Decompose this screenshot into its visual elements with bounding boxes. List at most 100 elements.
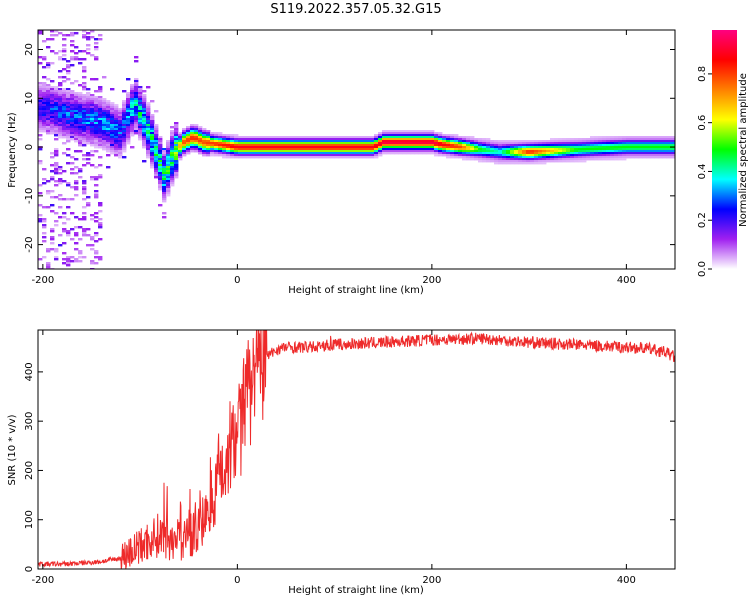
spectrogram-cell xyxy=(38,98,43,101)
spectrogram-cell xyxy=(70,260,75,263)
spectrogram-cell xyxy=(162,150,167,153)
spectrogram-cell xyxy=(630,154,635,157)
spectrogram-cell xyxy=(174,170,179,173)
spectrogram-cell xyxy=(214,150,219,153)
spectrogram-cell xyxy=(106,142,111,145)
spectrogram-cell xyxy=(246,148,251,151)
spectrogram-cell xyxy=(70,112,75,115)
spectrogram-cell xyxy=(290,148,295,151)
spectrogram-cell xyxy=(498,144,503,147)
spectrogram-cell xyxy=(166,192,171,195)
spectrogram-cell xyxy=(598,146,603,149)
spectrogram-cell xyxy=(82,82,87,85)
colorbar-tick-label: 0.0 xyxy=(697,261,708,277)
spectrogram-cell xyxy=(250,152,255,155)
spectrogram-cell xyxy=(546,154,551,157)
spectrogram-cell xyxy=(134,60,139,63)
spectrogram-cell xyxy=(506,154,511,157)
spectrogram-cell xyxy=(186,144,191,147)
spectrogram-cell xyxy=(118,118,123,121)
spectrogram-cell xyxy=(622,158,627,161)
spectrogram-cell xyxy=(134,126,139,129)
spectrogram-cell xyxy=(118,108,123,111)
spectrogram-cell xyxy=(62,110,67,113)
spectrogram-cell xyxy=(422,134,427,137)
spectrogram-cell xyxy=(418,146,423,149)
spectrogram-cell xyxy=(74,216,79,219)
spectrogram-cell xyxy=(582,150,587,153)
spectrogram-cell xyxy=(142,116,147,119)
spectrogram-cell xyxy=(62,112,67,115)
spectrogram-cell xyxy=(358,140,363,143)
spectrogram-cell xyxy=(294,142,299,145)
spectrogram-cell xyxy=(166,178,171,181)
spectrogram-cell xyxy=(370,144,375,147)
spectrogram-cell xyxy=(550,154,555,157)
spectrogram-cell xyxy=(246,138,251,141)
spectrogram-cell xyxy=(250,142,255,145)
spectrogram-cell xyxy=(322,146,327,149)
spectrogram-cell xyxy=(174,148,179,151)
spectrogram-cell xyxy=(470,148,475,151)
spectrogram-cell xyxy=(98,176,103,179)
spectrogram-cell xyxy=(58,182,63,185)
spectrogram-cell xyxy=(142,142,147,145)
spectrogram-cell xyxy=(42,128,47,131)
spectrogram-cell xyxy=(182,144,187,147)
spectrogram-cell xyxy=(414,142,419,145)
spectrogram-cell xyxy=(562,160,567,163)
spectrogram-cell xyxy=(574,148,579,151)
spectrogram-cell xyxy=(114,128,119,131)
spectrogram-cell xyxy=(530,142,535,145)
spectrogram-cell xyxy=(110,128,115,131)
spectrogram-cell xyxy=(194,128,199,131)
spectrogram-cell xyxy=(430,150,435,153)
spectrogram-cell xyxy=(234,148,239,151)
spectrogram-cell xyxy=(162,174,167,177)
spectrogram-cell xyxy=(110,150,115,153)
spectrogram-cell xyxy=(586,140,591,143)
spectrogram-cell xyxy=(70,132,75,135)
spectrogram-cell xyxy=(66,106,71,109)
spectrogram-cell xyxy=(50,236,55,239)
spectrogram-cell xyxy=(494,144,499,147)
spectrogram-cell xyxy=(82,218,87,221)
spectrogram-cell xyxy=(202,134,207,137)
spectrogram-cell xyxy=(358,146,363,149)
spectrogram-cell xyxy=(402,150,407,153)
spectrogram-cell xyxy=(318,144,323,147)
spectrogram-cell xyxy=(170,158,175,161)
spectrogram-cell xyxy=(150,100,155,103)
spectrogram-cell xyxy=(146,110,151,113)
spectrogram-cell xyxy=(474,158,479,161)
spectrogram-cell xyxy=(158,204,163,207)
spectrogram-cell xyxy=(174,160,179,163)
spectrogram-cell xyxy=(90,124,95,127)
spectrogram-cell xyxy=(130,94,135,97)
spectrogram-cell xyxy=(42,116,47,119)
spectrogram-cell xyxy=(518,142,523,145)
spectrogram-cell xyxy=(118,146,123,149)
spectrogram-cell xyxy=(58,50,63,53)
spectrogram-cell xyxy=(158,168,163,171)
spectrogram-cell xyxy=(226,156,231,159)
spectrogram-cell xyxy=(58,194,63,197)
spectrogram-cell xyxy=(118,152,123,155)
spectrogram-cell xyxy=(126,130,131,133)
spectrogram-cell xyxy=(154,142,159,145)
spectrogram-x-ticks: -200 0 200 400 xyxy=(32,30,636,286)
spectrogram-cell xyxy=(606,146,611,149)
spectrogram-cell xyxy=(58,136,63,139)
spectrogram-cell xyxy=(58,56,63,59)
spectrogram-cell xyxy=(278,146,283,149)
spectrogram-cell xyxy=(90,130,95,133)
spectrogram-cell xyxy=(46,266,51,269)
spectrogram-cell xyxy=(54,154,59,157)
spectrogram-cell xyxy=(82,68,87,71)
x-tick-label: 0 xyxy=(234,575,240,586)
spectrogram-cell xyxy=(54,148,59,151)
spectrogram-cell xyxy=(350,146,355,149)
spectrogram-cell xyxy=(82,84,87,87)
spectrogram-cell xyxy=(82,110,87,113)
spectrogram-cell xyxy=(218,140,223,143)
